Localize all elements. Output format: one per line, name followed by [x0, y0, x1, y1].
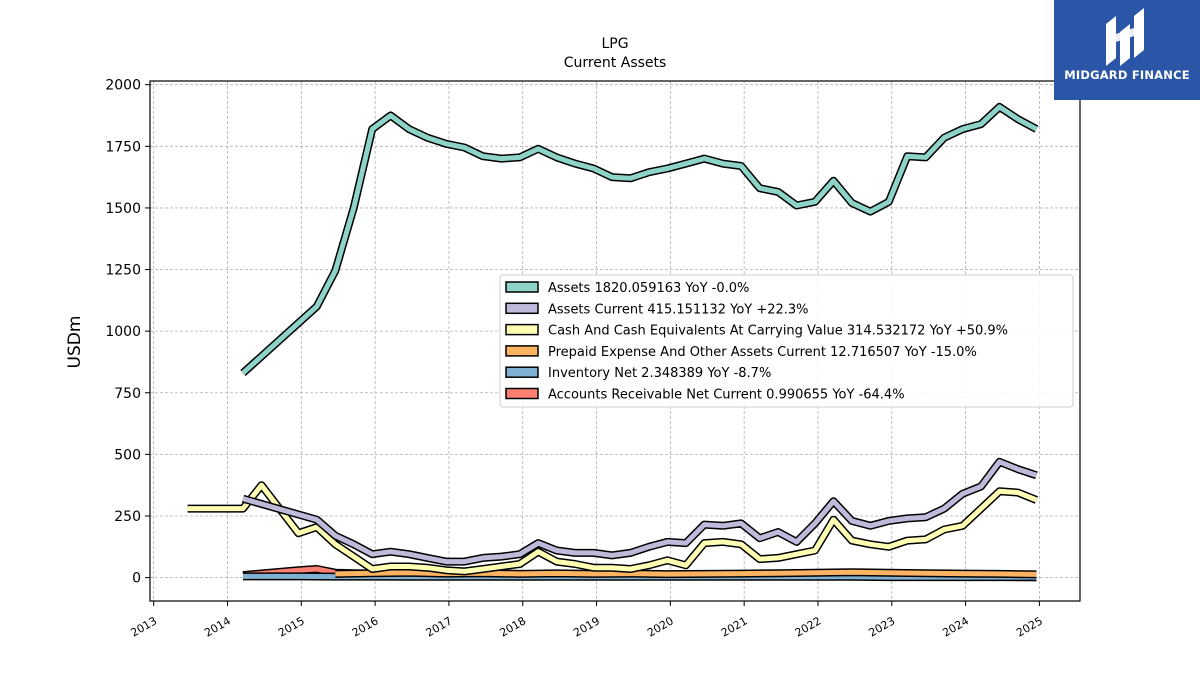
y-tick-label: 0 — [132, 571, 141, 587]
legend-swatch — [505, 345, 539, 357]
legend-entry: Assets Current 415.151132 YoY +22.3% — [505, 302, 809, 317]
legend-swatch — [505, 323, 539, 336]
x-tick-label: 2014 — [202, 614, 233, 639]
legend-swatch — [505, 302, 539, 315]
x-tick-label: 2019 — [571, 614, 602, 639]
y-tick-label: 1750 — [105, 139, 141, 155]
legend-entry: Accounts Receivable Net Current 0.990655… — [505, 387, 905, 403]
legend-label: Inventory Net 2.348389 YoY -8.7% — [548, 366, 771, 381]
y-tick-label: 750 — [114, 386, 141, 402]
axes-layer — [149, 80, 1081, 602]
x-tick-label: 2025 — [1014, 614, 1045, 639]
x-tick-label: 2024 — [940, 614, 971, 639]
series-layer — [187, 102, 1039, 582]
legend-label: Prepaid Expense And Other Assets Current… — [548, 345, 977, 360]
y-tick-label: 500 — [114, 447, 141, 463]
legend-label: Assets 1820.059163 YoY -0.0% — [548, 281, 749, 296]
series-line — [187, 482, 1038, 574]
x-tick-label: 2022 — [793, 614, 824, 639]
x-tick-label: 2023 — [867, 614, 898, 639]
brand-logo: MIDGARD FINANCE — [1054, 0, 1200, 100]
legend-label: Cash And Cash Equivalents At Carrying Va… — [548, 324, 1008, 339]
series-assets — [240, 102, 1039, 376]
midgard-logo-icon — [1106, 8, 1144, 66]
x-tick-label: 2018 — [497, 614, 528, 639]
y-tick-label: 250 — [114, 509, 141, 525]
legend-swatch — [505, 366, 539, 378]
legend: Assets 1820.059163 YoY -0.0% Assets Curre… — [499, 274, 1074, 408]
series-line — [241, 104, 1038, 375]
x-tick-label: 2021 — [719, 614, 750, 639]
legend-entry: Prepaid Expense And Other Assets Current… — [505, 345, 977, 360]
x-tick-label: 2016 — [350, 614, 381, 639]
y-tick-label: 2000 — [105, 78, 141, 94]
brand-name: MIDGARD FINANCE — [1064, 68, 1190, 82]
legend-entry: Assets 1820.059163 YoY -0.0% — [505, 281, 749, 296]
plot-frame — [149, 80, 1081, 602]
x-tick-label: 2013 — [128, 614, 159, 639]
chart-subtitle: Current Assets — [564, 55, 667, 71]
legend-entry: Inventory Net 2.348389 YoY -8.7% — [505, 366, 771, 381]
x-tick-label: 2017 — [424, 614, 455, 639]
legend-swatch — [505, 387, 539, 400]
series-assets-current — [241, 457, 1038, 566]
series-line — [242, 459, 1038, 565]
y-tick-label: 1250 — [105, 263, 141, 279]
legend-swatch — [505, 281, 539, 293]
legend-label: Assets Current 415.151132 YoY +22.3% — [548, 302, 809, 317]
x-tick-label: 2015 — [276, 614, 307, 639]
y-tick-label: 1000 — [105, 324, 141, 340]
x-tick-label: 2020 — [645, 614, 676, 639]
legend-box — [499, 274, 1074, 408]
legend-entry: Cash And Cash Equivalents At Carrying Va… — [505, 323, 1008, 339]
legend-label: Accounts Receivable Net Current 0.990655… — [548, 388, 905, 403]
y-axis-label: USDm — [65, 316, 85, 369]
y-tick-label: 1500 — [105, 201, 141, 217]
series-cash-and-cash-equivalents-at-carrying-value — [187, 481, 1038, 576]
chart-title: LPG — [601, 36, 628, 52]
